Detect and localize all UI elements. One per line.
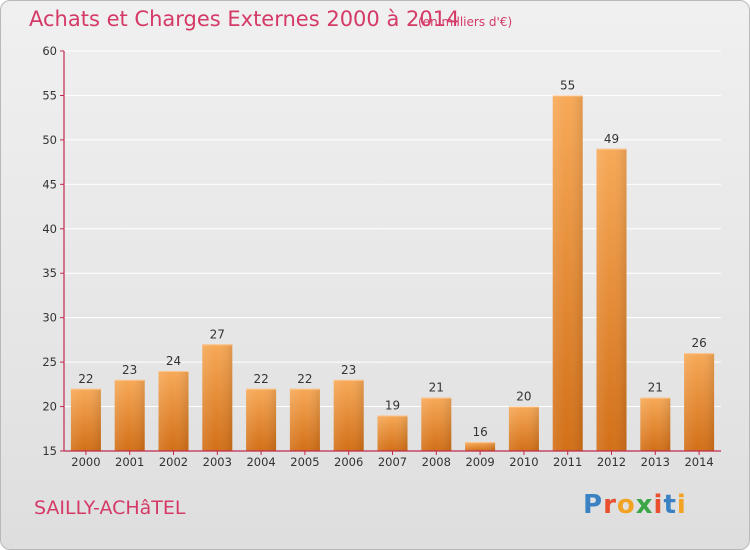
data-label: 23 [341,363,356,377]
x-tick-label: 2000 [71,455,100,469]
y-tick-label: 40 [42,222,57,236]
y-tick-label: 25 [42,355,57,369]
data-label: 21 [429,381,444,395]
bar-shade [202,344,233,451]
bar-shade [333,379,364,451]
y-tick-label: 20 [42,400,57,414]
x-tick-label: 2005 [290,455,319,469]
x-tick-label: 2008 [422,455,451,469]
bar-shade [552,95,583,451]
x-tick-label: 2014 [684,455,713,469]
y-tick-label: 15 [42,444,57,458]
brand-letter: x [635,490,654,520]
axes [60,50,721,455]
x-tick-label: 2011 [553,455,582,469]
data-label: 20 [516,390,531,404]
data-label: 22 [78,372,93,386]
bar-shade [640,397,671,451]
bar-shade [377,415,408,451]
data-label: 16 [472,425,487,439]
brand-letter: r [603,490,617,520]
x-tick-label: 2001 [115,455,144,469]
data-label: 21 [648,381,663,395]
data-label: 19 [385,398,400,412]
bar-shade [465,442,496,451]
data-label: 24 [166,354,181,368]
y-tick-label: 55 [42,88,57,102]
chart-subtitle: (en milliers d'€) [418,15,513,29]
bar-shade [684,353,715,451]
bars [70,95,715,451]
data-label: 22 [297,372,312,386]
bar-shade [246,388,277,451]
labels: 15 20 25 30 35 40 45 50 55 60 22 2000 23 2001 24 2002 27… [42,44,713,469]
data-label: 23 [122,363,137,377]
chart-title: Achats et Charges Externes 2000 à 2014 [29,7,460,31]
data-label: 22 [253,372,268,386]
x-tick-label: 2007 [378,455,407,469]
commune-name: SAILLY-ACHâTEL [34,497,186,519]
x-tick-label: 2009 [465,455,494,469]
x-tick-label: 2010 [509,455,538,469]
data-label: 55 [560,78,575,92]
y-tick-label: 30 [42,311,57,325]
bar-shade [508,406,539,451]
y-tick-label: 45 [42,177,57,191]
x-tick-label: 2003 [203,455,232,469]
data-label: 26 [691,336,706,350]
bar-shade [421,397,452,451]
y-tick-label: 60 [42,44,57,58]
data-label: 49 [604,132,619,146]
bar-shade [70,388,101,451]
bar-shade [596,148,627,451]
bar-shade [114,379,145,451]
brand-logo: Proxiti [583,490,687,520]
x-tick-label: 2002 [159,455,188,469]
brand-letter: P [583,490,604,520]
y-tick-label: 50 [42,133,57,147]
brand-letter: o [616,490,636,520]
bar-shade [158,371,189,451]
data-label: 27 [210,327,225,341]
brand-letter: i [676,490,687,520]
x-tick-label: 2006 [334,455,363,469]
bar-shade [289,388,320,451]
brand-letter: t [663,490,677,520]
brand-letter: i [653,490,664,520]
y-tick-label: 35 [42,266,57,280]
x-tick-label: 2012 [597,455,626,469]
x-tick-label: 2004 [246,455,275,469]
x-tick-label: 2013 [641,455,670,469]
